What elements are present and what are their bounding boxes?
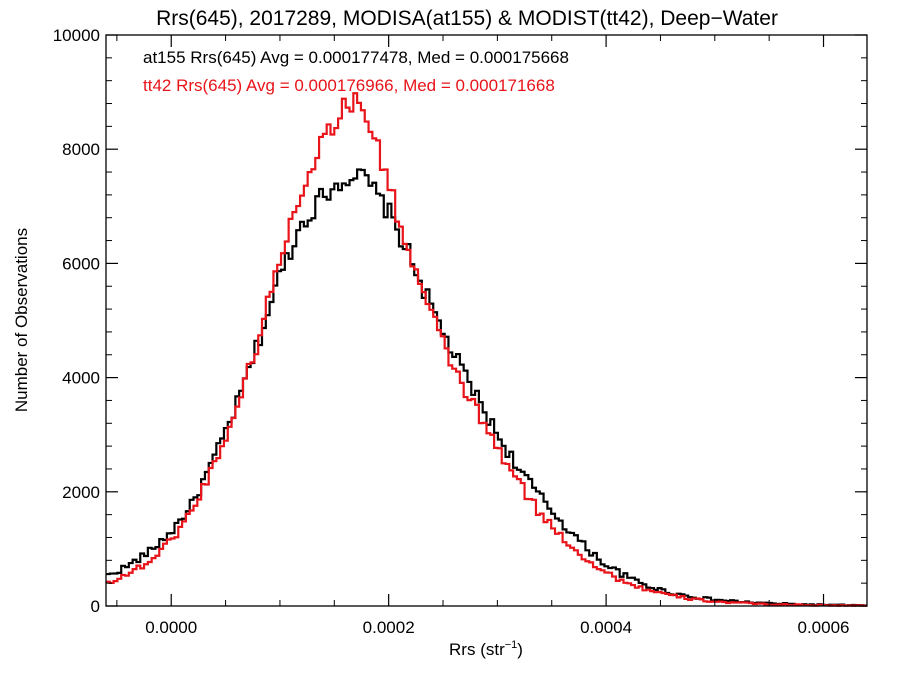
y-tick-label-2000: 2000: [62, 483, 100, 502]
chart-title: Rrs(645), 2017289, MODISA(at155) & MODIS…: [156, 7, 778, 30]
y-tick-label-10000: 10000: [53, 26, 100, 45]
x-axis-title-sup: −1: [505, 639, 518, 651]
y-tick-label-0: 0: [91, 597, 100, 616]
series-tt42: [106, 92, 867, 607]
y-tick-label-8000: 8000: [62, 140, 100, 159]
series-layer: [106, 92, 867, 607]
x-tick-label-0: 0.0000: [145, 618, 197, 637]
y-axis-title: Number of Observations: [12, 228, 31, 412]
plot-frame: [105, 34, 868, 607]
x-axis-title-close: ): [517, 640, 523, 659]
annotation-tt42: tt42 Rrs(645) Avg = 0.000176966, Med = 0…: [143, 76, 555, 95]
y-tick-label-4000: 4000: [62, 369, 100, 388]
x-tick-label-2: 0.0004: [580, 618, 632, 637]
y-tick-label-6000: 6000: [62, 254, 100, 273]
series-at155: [106, 168, 867, 607]
x-axis-title: Rrs (str−1): [449, 639, 523, 659]
axis-layer: 0 2000 4000 6000 8000 10000 0.0000 0.0002 0.0004…: [53, 26, 867, 637]
x-tick-label-3: 0.0006: [798, 618, 850, 637]
annotation-at155: at155 Rrs(645) Avg = 0.000177478, Med = …: [143, 48, 569, 67]
x-tick-label-1: 0.0002: [363, 618, 415, 637]
x-axis-title-main: Rrs (str: [449, 640, 505, 659]
